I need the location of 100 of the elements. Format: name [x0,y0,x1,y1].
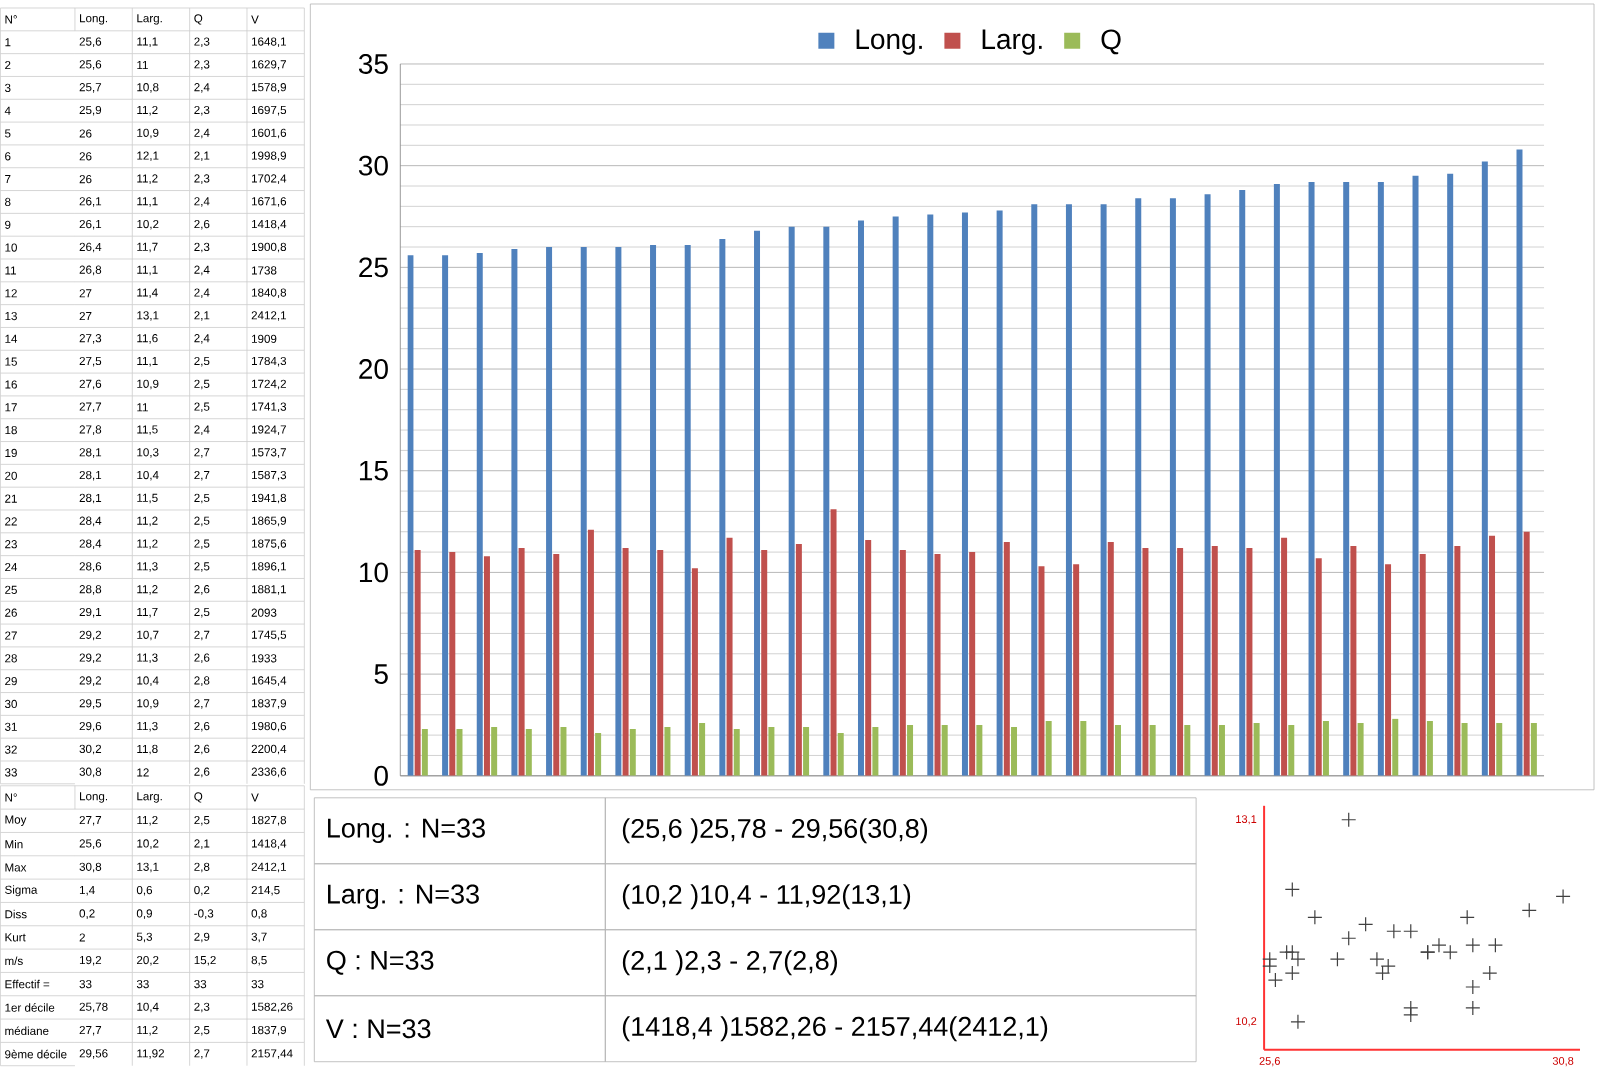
bar [525,728,532,776]
bar [1107,541,1114,776]
bar [1073,563,1080,776]
y-tick-label: 5 [374,663,388,684]
bar [546,246,553,776]
bar [865,539,872,776]
bar [1080,720,1087,776]
y-tick-label: 20 [359,358,388,379]
bar [483,555,490,776]
bar [1516,148,1523,776]
bar [969,551,976,776]
bar [961,212,968,776]
bar [1412,175,1419,776]
text: (2,1 )2,3 - 2,7(2,8) [622,949,838,975]
bar [1003,541,1010,776]
bar [934,553,941,776]
bar [1211,545,1218,776]
bar [1350,545,1357,776]
bar [1322,720,1329,776]
bar [476,252,483,776]
y-tick-label: 25 [359,257,388,277]
bar [421,728,428,776]
text: (1418,4 )1582,26 - 2157,44(2412,1) [622,1015,1048,1041]
bar [1038,565,1045,776]
text: Larg. : N=33 [328,884,479,909]
bar [1011,726,1018,776]
bar [996,210,1003,776]
bar [1454,545,1461,776]
bar [442,254,449,776]
bar [1065,203,1072,776]
bar [622,547,629,776]
bar [580,246,587,776]
bar [1177,547,1184,776]
bar [1288,724,1295,776]
bar [1481,161,1488,776]
bar [1419,553,1426,776]
bar [941,724,948,776]
bar [1426,720,1433,776]
text: (25,6 )25,78 - 29,56(30,8) [622,817,928,843]
bar [1031,203,1038,776]
y-tick-label: 15 [359,460,388,481]
bar [1281,537,1288,776]
bar [1169,197,1176,776]
bar [1218,724,1225,776]
bar [823,226,830,776]
bar [1385,563,1392,776]
bar [726,537,733,776]
bar [1273,183,1280,776]
bar [1447,173,1454,776]
text: Long. : N=33 [328,818,485,843]
bar [768,726,775,776]
bar [553,553,560,776]
point [1403,999,1419,1016]
bar [664,726,671,776]
bar [899,549,906,776]
bar [587,529,594,776]
bar [615,246,622,776]
bar [795,543,802,776]
y-tick-label: 30 [358,155,388,176]
bar [1204,193,1211,776]
point [1555,888,1571,904]
bar [650,244,657,776]
point [1307,909,1323,925]
text: V : N=33 [325,1018,431,1038]
bar [976,724,983,776]
bar [629,728,636,776]
point [1341,930,1357,946]
point [1374,965,1391,981]
bar [1100,203,1107,776]
bar [699,722,706,776]
point [1465,937,1481,953]
bar [857,220,864,776]
bar [719,238,726,776]
bar [456,728,463,776]
bar [892,216,899,776]
bar [491,726,498,776]
bar [560,726,567,776]
bar [691,567,698,776]
bar [1308,181,1315,776]
bar [1496,722,1503,776]
y-tick-label: 0 [374,765,388,786]
bar [1246,547,1253,776]
bar [1377,181,1384,776]
bar [788,226,795,776]
bar [1315,557,1322,776]
text: (10,2 )10,4 - 11,92(13,1) [622,883,911,909]
bar [518,547,525,776]
bar [907,724,914,776]
point [1403,923,1419,939]
bar [1392,718,1399,776]
point [1262,958,1278,974]
bar [1142,547,1149,776]
bar [761,549,768,776]
point [1482,965,1498,981]
text: Q : N=33 [327,950,434,975]
bar [684,244,691,776]
point [1459,909,1475,925]
bar [1253,722,1260,776]
y-tick-label: 10 [359,562,388,582]
bar [1239,189,1246,776]
